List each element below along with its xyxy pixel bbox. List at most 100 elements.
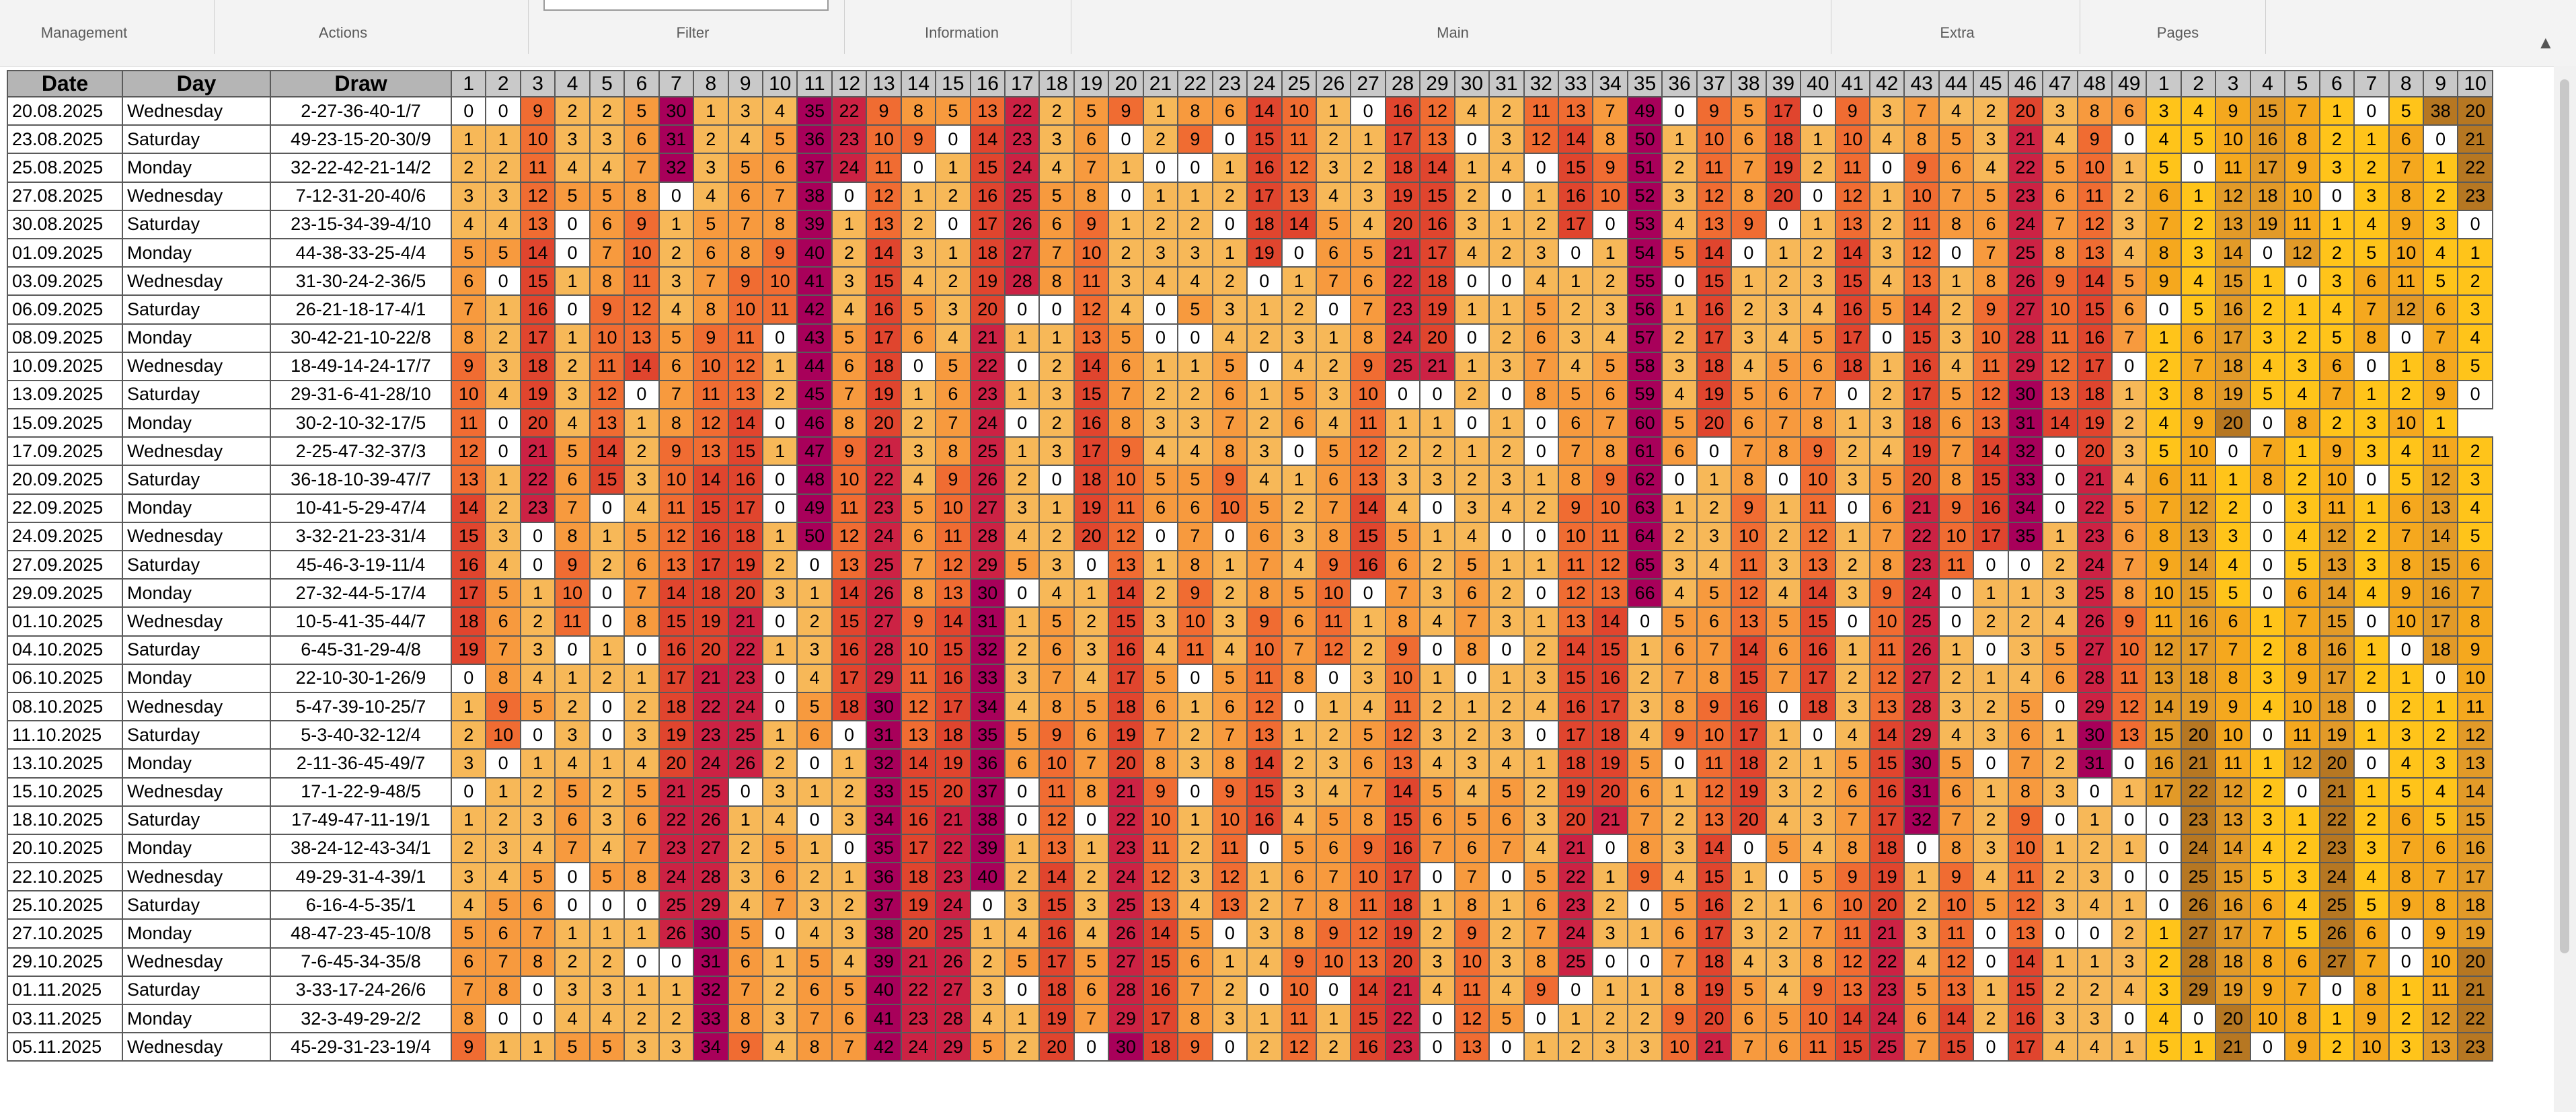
cell-frequency[interactable]: 0 — [1350, 95, 1386, 126]
cell-frequency[interactable]: 11 — [1384, 691, 1421, 722]
cell-frequency[interactable]: 1 — [2353, 493, 2390, 523]
cell-frequency[interactable]: 0 — [1246, 351, 1283, 381]
cell-frequency[interactable]: 1 — [1108, 153, 1144, 183]
cell-frequency[interactable]: 26 — [935, 947, 971, 977]
cell-frequency[interactable]: 4 — [1903, 947, 1940, 977]
cell-frequency[interactable]: 11 — [1696, 748, 1733, 779]
cell-frequency[interactable]: 9 — [866, 95, 902, 126]
table-row[interactable]: 22.09.2025 Monday 10-41-5-29-47/4 14 2 23 7 0 4 1… — [7, 493, 2493, 523]
cell-frequency[interactable]: 2 — [1765, 918, 1802, 949]
cell-frequency[interactable]: 11 — [761, 294, 798, 325]
cell-frequency[interactable]: 0 — [589, 691, 626, 722]
cell-frequency[interactable]: 5 — [485, 890, 521, 920]
header-draw[interactable]: Draw — [270, 70, 452, 97]
cell-frequency[interactable]: 1 — [1800, 209, 1836, 239]
cell-frequency[interactable]: 20 — [935, 777, 971, 807]
header-number-col[interactable]: 10 — [761, 70, 798, 97]
cell-frequency[interactable]: 2 — [1315, 1032, 1352, 1062]
cell-frequency[interactable]: 7 — [1626, 805, 1663, 835]
cell-frequency[interactable]: 8 — [2353, 975, 2390, 1006]
cell-frequency[interactable]: 2 — [761, 975, 798, 1006]
cell-frequency[interactable]: 2 — [658, 237, 695, 268]
cell-frequency[interactable]: 6 — [1246, 521, 1283, 552]
cell-frequency[interactable]: 9 — [1211, 465, 1248, 495]
cell-frequency[interactable]: 11 — [2318, 493, 2355, 523]
cell-frequency[interactable]: 14 — [2007, 947, 2044, 977]
cell-day[interactable]: Wednesday — [122, 606, 271, 637]
cell-frequency[interactable]: 12 — [1281, 153, 1317, 183]
cell-frequency[interactable]: 2 — [969, 947, 1006, 977]
cell-frequency[interactable]: 6 — [1315, 237, 1352, 268]
cell-frequency[interactable]: 4 — [554, 748, 591, 779]
cell-frequency[interactable]: 20 — [866, 408, 902, 438]
cell-frequency[interactable]: 3 — [1488, 351, 1525, 381]
cell-frequency[interactable]: 5 — [1661, 408, 1698, 438]
cell-frequency[interactable]: 1 — [623, 918, 660, 949]
cell-frequency[interactable]: 4 — [1973, 862, 2009, 892]
cell-frequency[interactable]: 2 — [796, 606, 833, 637]
cell-frequency[interactable]: 7 — [554, 493, 591, 523]
cell-frequency[interactable]: 5 — [969, 1032, 1006, 1062]
cell-frequency[interactable]: 10 — [1038, 748, 1075, 779]
cell-frequency[interactable]: 10 — [1557, 521, 1594, 552]
cell-frequency[interactable]: 6 — [623, 805, 660, 835]
cell-frequency[interactable]: 1 — [2111, 379, 2148, 410]
cell-frequency[interactable]: 10 — [589, 323, 626, 353]
cell-frequency[interactable]: 1 — [2076, 947, 2113, 977]
cell-frequency[interactable]: 7 — [935, 408, 971, 438]
cell-day[interactable]: Monday — [122, 153, 271, 183]
cell-frequency[interactable]: 9 — [2284, 1032, 2320, 1062]
cell-frequency[interactable]: 0 — [1142, 521, 1179, 552]
cell-frequency[interactable]: 47 — [796, 436, 833, 467]
cell-frequency[interactable]: 22 — [900, 975, 937, 1006]
cell-frequency[interactable]: 11 — [2284, 720, 2320, 750]
cell-frequency[interactable]: 18 — [2180, 663, 2217, 693]
cell-frequency[interactable]: 5 — [2180, 294, 2217, 325]
cell-frequency[interactable]: 24 — [831, 153, 868, 183]
cell-frequency[interactable]: 1 — [1800, 748, 1836, 779]
cell-frequency[interactable]: 24 — [866, 521, 902, 552]
cell-frequency[interactable]: 0 — [554, 862, 591, 892]
cell-frequency[interactable]: 7 — [1973, 237, 2009, 268]
cell-frequency[interactable]: 29 — [866, 663, 902, 693]
cell-frequency[interactable]: 12 — [1211, 862, 1248, 892]
cell-frequency[interactable]: 8 — [450, 323, 487, 353]
cell-frequency[interactable]: 1 — [1765, 493, 1802, 523]
cell-frequency[interactable]: 0 — [2457, 379, 2493, 410]
cell-frequency[interactable]: 11 — [1834, 153, 1870, 183]
cell-frequency[interactable]: 4 — [2180, 266, 2217, 296]
cell-frequency[interactable]: 4 — [1073, 918, 1110, 949]
cell-frequency[interactable]: 0 — [450, 95, 487, 126]
cell-frequency[interactable]: 18 — [1108, 691, 1144, 722]
cell-frequency[interactable]: 10 — [2457, 663, 2493, 693]
cell-frequency[interactable]: 3 — [450, 862, 487, 892]
cell-frequency[interactable]: 21 — [658, 777, 695, 807]
cell-frequency[interactable]: 15 — [2457, 805, 2493, 835]
cell-frequency[interactable]: 15 — [969, 153, 1006, 183]
cell-frequency[interactable]: 3 — [485, 833, 521, 864]
cell-frequency[interactable]: 8 — [1938, 465, 1975, 495]
cell-frequency[interactable]: 18 — [1384, 153, 1421, 183]
cell-frequency[interactable]: 11 — [1834, 918, 1870, 949]
cell-day[interactable]: Monday — [122, 578, 271, 608]
cell-frequency[interactable]: 2 — [1973, 606, 2009, 637]
cell-frequency[interactable]: 2 — [1765, 748, 1802, 779]
cell-frequency[interactable]: 4 — [796, 918, 833, 949]
cell-frequency[interactable]: 19 — [693, 606, 729, 637]
cell-frequency[interactable]: 2 — [1038, 351, 1075, 381]
cell-frequency[interactable]: 5 — [2457, 351, 2493, 381]
cell-frequency[interactable]: 3 — [1488, 124, 1525, 155]
cell-frequency[interactable]: 21 — [1557, 833, 1594, 864]
cell-frequency[interactable]: 8 — [1800, 408, 1836, 438]
cell-frequency[interactable]: 4 — [935, 323, 971, 353]
cell-frequency[interactable]: 24 — [693, 748, 729, 779]
cell-frequency[interactable]: 16 — [658, 635, 695, 665]
cell-frequency[interactable]: 7 — [1731, 1032, 1767, 1062]
cell-frequency[interactable]: 22 — [2457, 1003, 2493, 1034]
cell-frequency[interactable]: 0 — [1211, 124, 1248, 155]
cell-frequency[interactable]: 3 — [2076, 862, 2113, 892]
cell-frequency[interactable]: 6 — [761, 862, 798, 892]
cell-frequency[interactable]: 11 — [1800, 493, 1836, 523]
cell-frequency[interactable]: 29 — [1903, 720, 1940, 750]
cell-date[interactable]: 30.08.2025 — [7, 209, 123, 239]
